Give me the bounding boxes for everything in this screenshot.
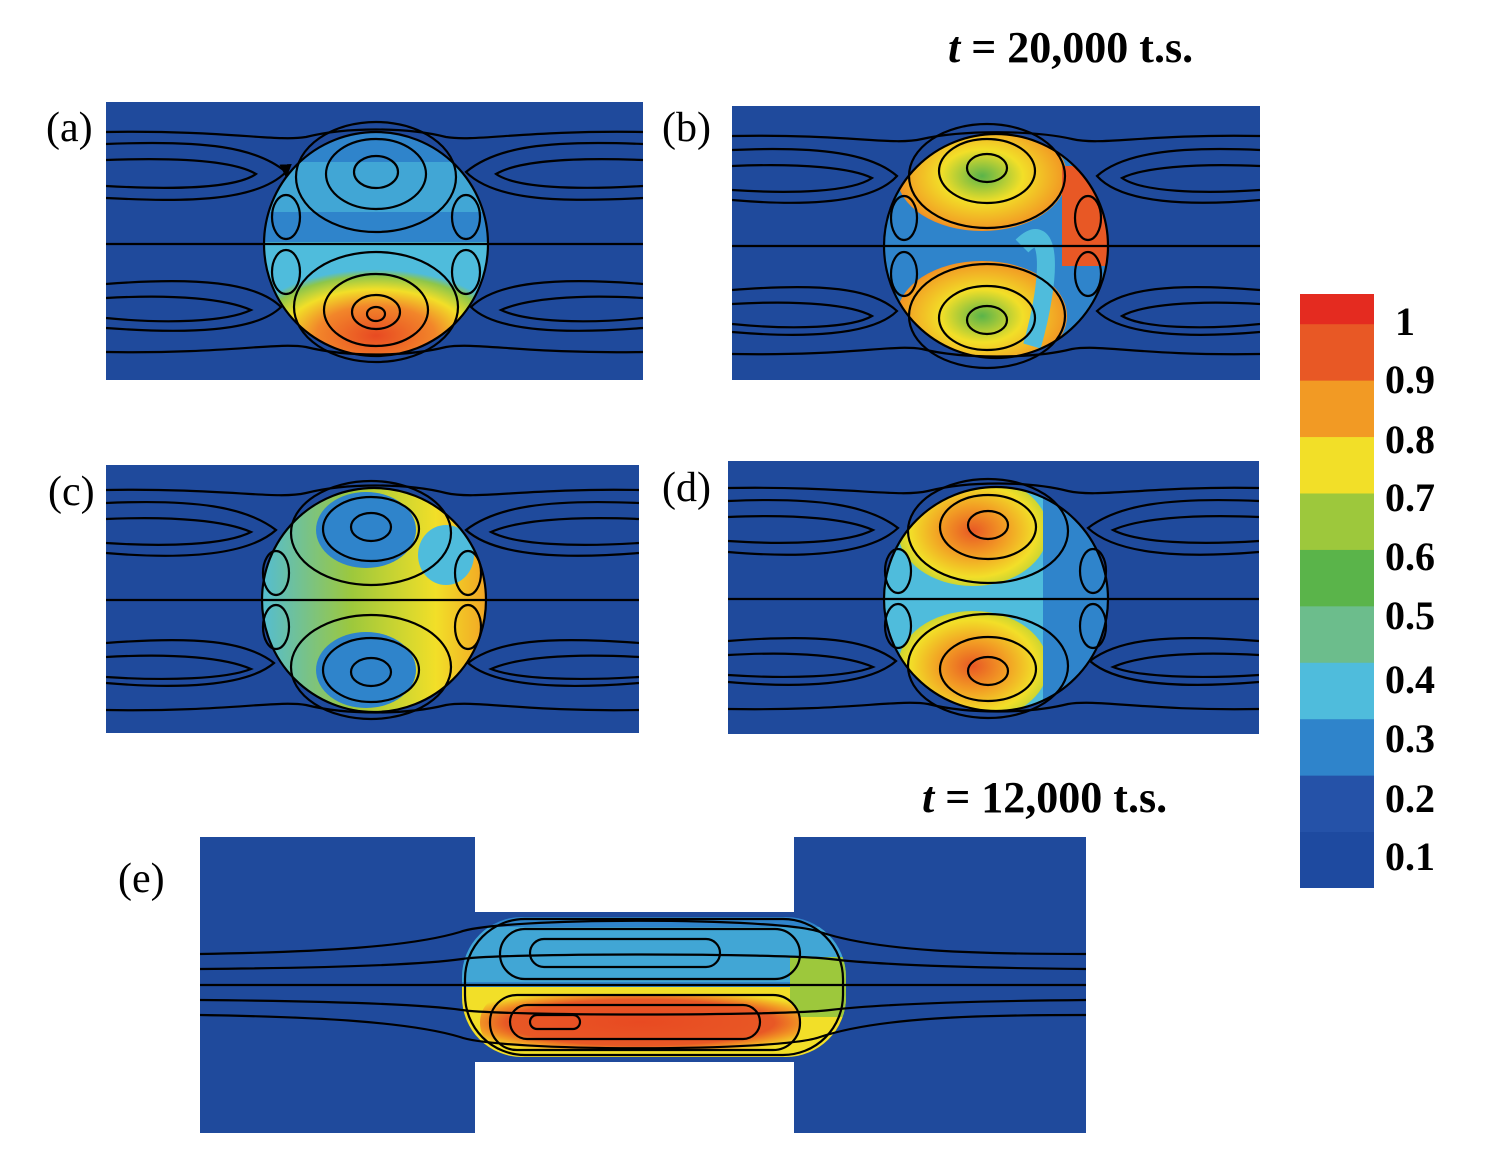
- colorbar-tick: 1: [1395, 299, 1415, 344]
- panel-d: [728, 461, 1259, 734]
- time-label-top: t = 20,000 t.s.: [948, 22, 1193, 73]
- colorbar-swatch: [1300, 380, 1374, 438]
- contour-plot-c: [106, 465, 639, 733]
- colorbar: [1300, 294, 1374, 893]
- time-value: = 20,000 t.s.: [960, 23, 1194, 72]
- colorbar-swatch: [1300, 605, 1374, 663]
- contour-plot-a: [106, 102, 643, 380]
- panel-label-c: (c): [48, 469, 95, 515]
- panel-e: [200, 837, 1086, 1133]
- time-label-bottom: t = 12,000 t.s.: [922, 772, 1167, 823]
- colorbar-tick: 0.1: [1385, 834, 1435, 879]
- colorbar-swatch: [1300, 831, 1374, 889]
- colorbar-tick: 0.4: [1385, 657, 1435, 702]
- time-var: t: [922, 773, 935, 822]
- panel-a: [106, 102, 643, 380]
- panel-label-a: (a): [46, 105, 93, 151]
- colorbar-swatch: [1300, 718, 1374, 776]
- colorbar-tick: 0.3: [1385, 716, 1435, 761]
- panel-label-d: (d): [662, 465, 711, 511]
- contour-plot-e: [200, 837, 1086, 1133]
- colorbar-swatch: [1300, 775, 1374, 833]
- colorbar-tick: 0.9: [1385, 357, 1435, 402]
- colorbar-swatches: [1300, 294, 1374, 889]
- panel-b: [732, 106, 1260, 380]
- panel-label-e: (e): [118, 856, 165, 902]
- colorbar-swatch: [1300, 436, 1374, 494]
- colorbar-tick: 0.2: [1385, 776, 1435, 821]
- panel-c: [106, 465, 639, 733]
- colorbar-tick: 0.6: [1385, 534, 1435, 579]
- panel-label-b: (b): [662, 105, 711, 151]
- colorbar-swatch: [1300, 662, 1374, 720]
- colorbar-swatch: [1300, 549, 1374, 607]
- colorbar-tick: 0.8: [1385, 417, 1435, 462]
- colorbar-swatch: [1300, 294, 1374, 325]
- time-value: = 12,000 t.s.: [934, 773, 1168, 822]
- colorbar-swatch: [1300, 323, 1374, 381]
- colorbar-swatch: [1300, 492, 1374, 550]
- contour-plot-b: [732, 106, 1260, 380]
- colorbar-tick: 0.5: [1385, 593, 1435, 638]
- colorbar-tick: 0.7: [1385, 475, 1435, 520]
- contour-plot-d: [728, 461, 1259, 734]
- time-var: t: [948, 23, 961, 72]
